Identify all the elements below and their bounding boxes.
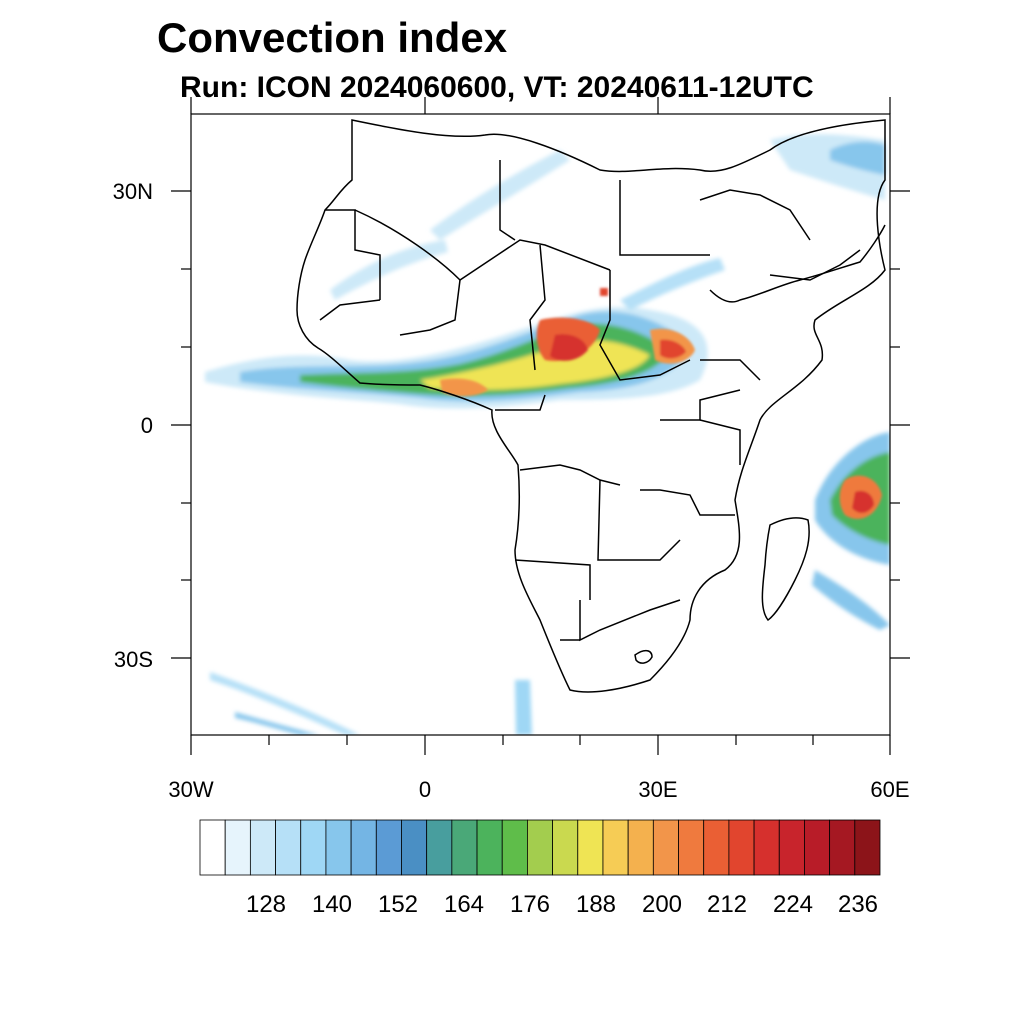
colorbar-cell — [426, 819, 453, 876]
lat-label-30s: 30S — [114, 647, 153, 672]
colorbar-label-188: 188 — [576, 891, 616, 918]
colorbar-cell — [375, 819, 402, 876]
colorbar-label-140: 140 — [312, 891, 352, 918]
colorbar-label-212: 212 — [707, 891, 747, 918]
colorbar-cell — [249, 819, 276, 876]
colorbar-cell — [275, 819, 302, 876]
colorbar-cell — [728, 819, 755, 876]
colorbar-cell — [527, 819, 553, 876]
colorbar-cell — [753, 819, 780, 876]
page-subtitle: Run: ICON 2024060600, VT: 20240611-12UTC — [180, 71, 814, 104]
colorbar-cell — [501, 819, 528, 876]
colorbar-cell — [224, 819, 251, 876]
colorbar-cell — [854, 819, 881, 876]
colorbar-cell — [829, 819, 856, 876]
page-title: Convection index — [157, 14, 508, 61]
colorbar-cell — [703, 819, 730, 876]
colorbar-labels: 128 140 152 164 176 188 200 212 224 236 — [246, 891, 878, 918]
colorbar-cell — [300, 819, 327, 876]
colorbar-cell — [627, 819, 654, 876]
colorbar-label-152: 152 — [378, 891, 418, 918]
colorbar-label-128: 128 — [246, 891, 286, 918]
map-frame — [171, 97, 910, 755]
lat-label-0: 0 — [141, 413, 153, 438]
lat-label-30n: 30N — [113, 179, 153, 204]
colorbar-cell — [401, 819, 428, 876]
colorbar-cell — [652, 819, 679, 876]
colorbar-label-176: 176 — [510, 891, 550, 918]
colorbar-cell — [678, 819, 705, 876]
colorbar-cell — [804, 819, 831, 876]
lon-label-0: 0 — [419, 777, 431, 802]
coastlines — [296, 119, 886, 693]
lon-label-30w: 30W — [168, 777, 213, 802]
colorbar-cell — [451, 819, 478, 876]
colorbar-cell — [350, 819, 377, 876]
lon-label-60e: 60E — [870, 777, 909, 802]
lon-label-30e: 30E — [638, 777, 677, 802]
colorbar-cell — [577, 819, 604, 876]
colorbar-cell — [778, 819, 805, 876]
colorbar-cell — [552, 819, 579, 876]
colorbar-label-236: 236 — [838, 891, 878, 918]
colorbar-label-224: 224 — [773, 891, 813, 918]
colorbar-cell — [199, 819, 226, 876]
convection-field — [205, 134, 890, 735]
colorbar-cell — [325, 819, 352, 876]
colorbar-cell — [602, 819, 629, 876]
colorbar-label-164: 164 — [444, 891, 484, 918]
colorbar-label-200: 200 — [642, 891, 682, 918]
colorbar-cell — [476, 819, 503, 876]
colorbar — [199, 819, 881, 876]
